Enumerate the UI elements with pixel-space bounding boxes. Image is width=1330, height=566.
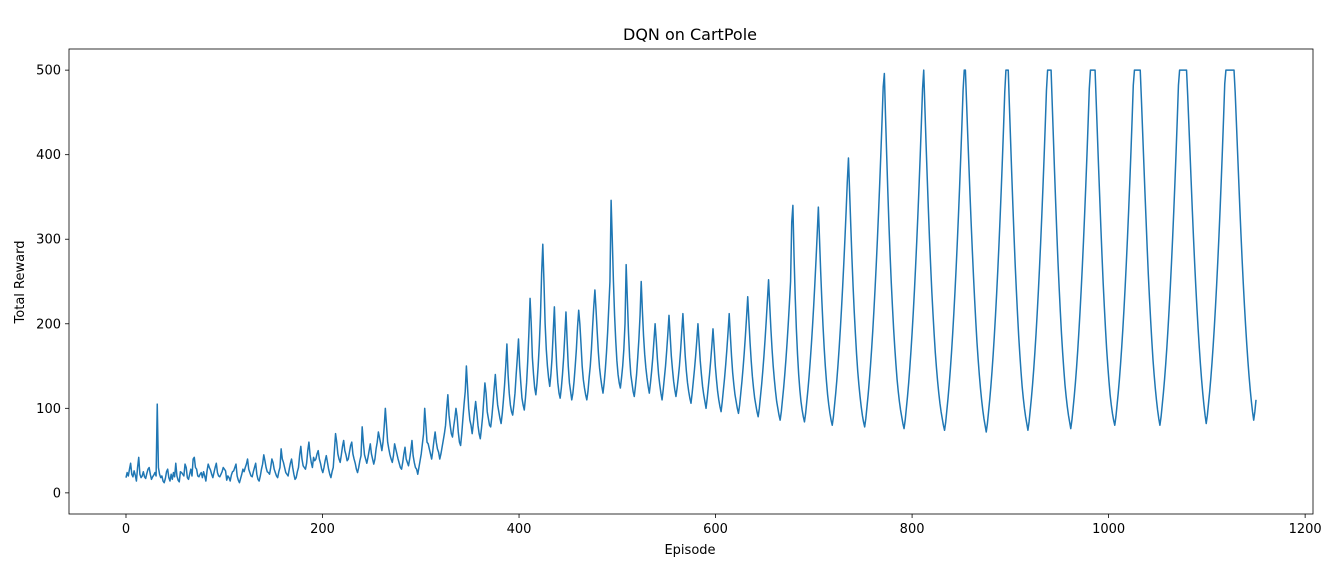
x-tick-label: 800: [900, 522, 925, 537]
y-tick-label: 0: [53, 486, 61, 501]
y-tick-label: 500: [36, 64, 61, 79]
y-tick-label: 400: [36, 148, 61, 163]
x-tick-label: 0: [122, 522, 130, 537]
x-tick-label: 200: [310, 522, 335, 537]
x-tick-label: 400: [507, 522, 532, 537]
x-tick-label: 1000: [1092, 522, 1125, 537]
y-axis-ticks: 0 100 200 300 400 500: [36, 64, 69, 501]
y-tick-label: 100: [36, 402, 61, 417]
x-axis-label: Episode: [664, 543, 715, 558]
y-axis-label: Total Reward: [13, 241, 28, 325]
y-tick-label: 300: [36, 233, 61, 248]
chart-title: DQN on CartPole: [623, 25, 757, 44]
y-tick-label: 200: [36, 317, 61, 332]
series-line-0: [125, 69, 1257, 484]
x-tick-label: 1200: [1289, 522, 1322, 537]
x-axis-ticks: 0 200 400 600 800 1000 1200: [122, 514, 1322, 537]
plot-frame: [68, 48, 1314, 515]
x-tick-label: 600: [703, 522, 728, 537]
plot-area: [68, 48, 1314, 515]
